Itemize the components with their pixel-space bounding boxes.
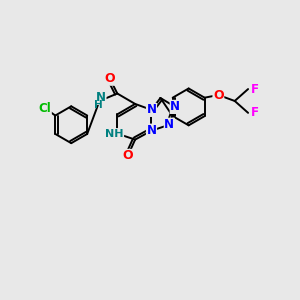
- Text: NH: NH: [105, 129, 124, 139]
- Text: N: N: [146, 124, 157, 137]
- Text: O: O: [122, 149, 133, 162]
- Text: N: N: [146, 103, 157, 116]
- Text: O: O: [213, 88, 224, 101]
- Text: Cl: Cl: [38, 102, 51, 115]
- Text: N: N: [96, 92, 106, 104]
- Text: N: N: [164, 118, 174, 131]
- Text: F: F: [251, 106, 259, 119]
- Text: H: H: [94, 100, 102, 110]
- Text: O: O: [105, 72, 115, 85]
- Text: F: F: [251, 82, 259, 96]
- Text: N: N: [170, 100, 180, 113]
